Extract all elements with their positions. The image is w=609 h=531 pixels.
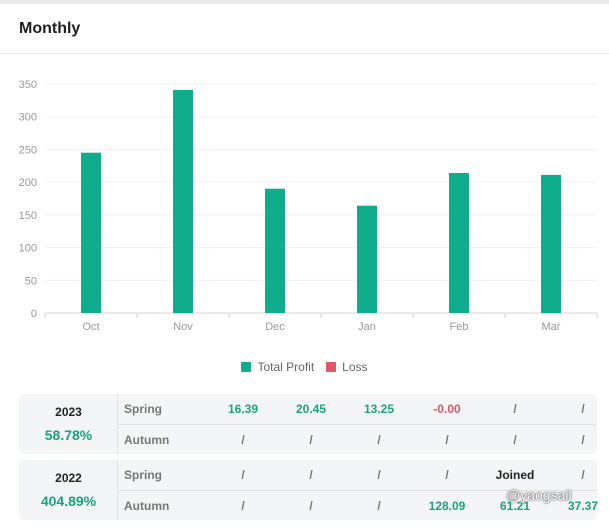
table-cell: 61.21 [499,499,531,513]
table-cell: 128.09 [428,499,466,513]
bar-feb[interactable] [449,172,469,313]
season-label: Spring [124,468,162,482]
legend-swatch-total-profit [241,362,252,372]
x-tick-label: Nov [173,321,193,333]
card-header: Monthly [0,4,609,54]
bar-dec[interactable] [265,188,285,313]
bar-jan[interactable] [357,205,377,313]
year-summary: 2022 404.89% [19,460,118,520]
x-tick-label: Mar [542,321,561,333]
season-row-spring: Spring 16.39 20.45 13.25 -0.00 / / [118,394,597,424]
bar-mar[interactable] [541,174,561,313]
table-cell: / [377,468,381,482]
year-label: 2022 [55,471,82,485]
table-cell: / [241,499,245,513]
table-cell: -0.00 [433,402,461,416]
y-tick-label: 150 [19,210,37,222]
bar-oct[interactable] [81,152,101,313]
legend-item-loss[interactable]: Loss [326,360,368,374]
table-cell: / [309,468,313,482]
legend-swatch-loss [326,362,337,372]
bar-nov[interactable] [173,89,193,313]
table-cell: Joined [495,468,535,482]
x-tick-label: Oct [82,321,99,333]
season-label: Autumn [124,499,170,513]
table-cell: / [581,402,585,416]
table-cell: / [445,468,449,482]
y-tick-label: 0 [31,308,37,320]
season-row-autumn: Autumn / / / 128.09 61.21 37.37 [118,490,598,520]
legend-item-total-profit[interactable]: Total Profit [241,360,314,374]
season-row-spring: Spring / / / / Joined / [118,460,597,490]
watermark: @yaogsail [506,487,572,503]
x-tick-label: Feb [450,321,469,333]
table-cell: / [241,433,245,447]
table-cell: / [309,499,313,513]
year-return-percent: 58.78% [44,427,93,443]
table-cell: 16.39 [227,402,259,416]
y-tick-label: 100 [19,243,37,255]
y-tick-label: 350 [19,79,37,91]
table-cell: / [581,433,585,447]
y-tick-label: 300 [19,112,37,124]
top-strip [0,0,609,4]
year-card-2023: 2023 58.78% Spring 16.39 20.45 13.25 -0.00// Au… [19,394,597,454]
monthly-bar-chart: 0 50 100 150 200 250 300 350 Oct Nov Dec Jan Feb Mar [19,79,598,333]
year-summary: 2023 58.78% [19,394,118,454]
x-tick-label: Dec [265,321,285,333]
table-cell: / [513,402,517,416]
table-cell: / [445,433,449,447]
x-tick-label: Jan [358,321,376,333]
season-label: Autumn [124,433,170,447]
year-label: 2023 [55,405,82,419]
table-cell: / [309,433,313,447]
y-tick-label: 200 [19,177,37,189]
year-card-2022: 2022 404.89% Spring / / / / Joined / Autumn / / / 128… [19,460,598,520]
table-cell: / [581,468,585,482]
table-cell: / [377,499,381,513]
page-title: Monthly [19,20,81,37]
table-cell: 37.37 [567,499,599,513]
table-cell: 13.25 [363,402,395,416]
legend-label-loss: Loss [342,360,368,374]
season-row-autumn: Autumn / / / / / / [118,424,597,454]
season-label: Spring [124,402,162,416]
y-tick-label: 50 [25,275,37,287]
table-cell: 20.45 [295,402,327,416]
year-return-percent: 404.89% [40,493,97,509]
legend-label-total-profit: Total Profit [257,360,315,374]
y-tick-label: 250 [19,144,37,156]
table-cell: / [241,468,245,482]
table-cell: / [513,433,517,447]
table-cell: / [377,433,381,447]
chart-legend: Total Profit Loss [0,359,609,375]
